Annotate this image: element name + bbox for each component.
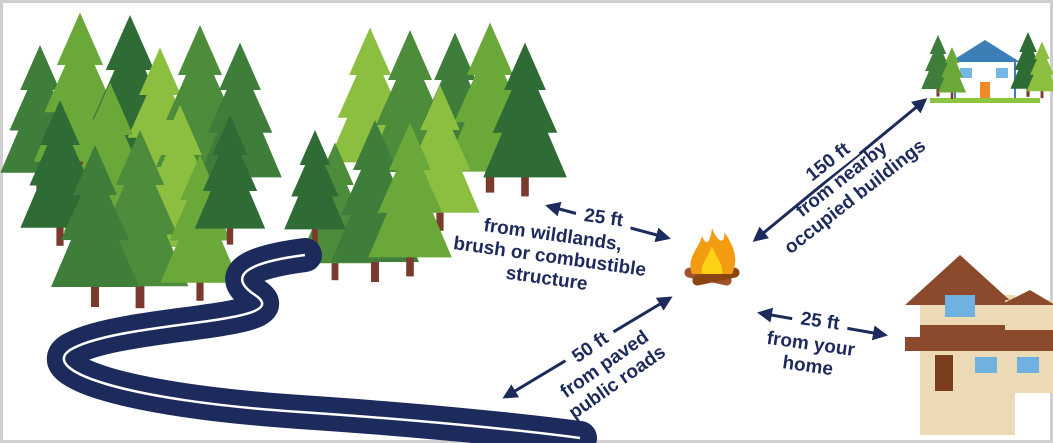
campfire-safety-diagram: 25 ft from wildlands, brush or combustib… — [0, 0, 1053, 443]
